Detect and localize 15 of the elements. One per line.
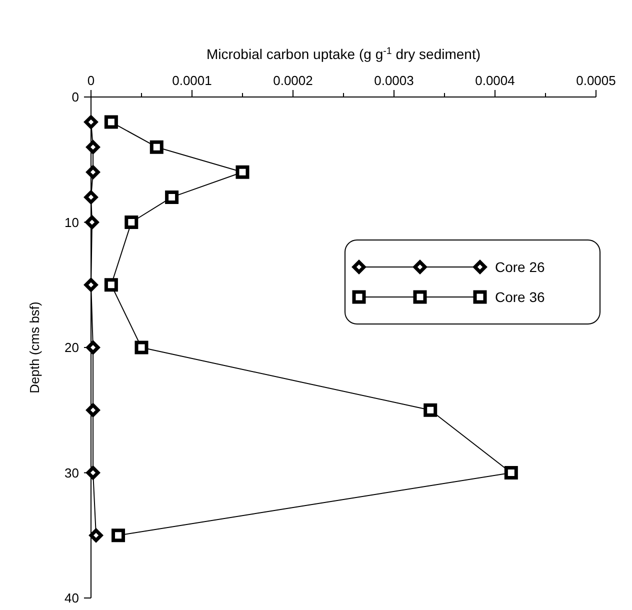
y-tick-label: 20 — [64, 340, 79, 356]
y-tick-label: 30 — [64, 465, 79, 480]
legend-label: Core 26 — [495, 258, 546, 275]
x-tick-label: 0.0005 — [576, 73, 616, 88]
legend-label: Core 36 — [495, 288, 546, 305]
x-tick-label: 0.0003 — [374, 73, 414, 88]
x-tick-label: 0.0004 — [475, 73, 515, 88]
y-tick-label: 10 — [64, 214, 79, 230]
y-tick-label: 0 — [72, 90, 79, 105]
x-tick-label: 0.0001 — [172, 73, 212, 88]
y-tick-label: 40 — [64, 590, 79, 606]
x-tick-label: 0.0002 — [273, 73, 313, 88]
x-tick-label: 0 — [87, 73, 95, 88]
x-axis-title: Microbial carbon uptake (g g$^{-1}$ dry sediment) — [206, 46, 481, 62]
y-axis-title: Depth (cms bsf) — [27, 302, 42, 394]
